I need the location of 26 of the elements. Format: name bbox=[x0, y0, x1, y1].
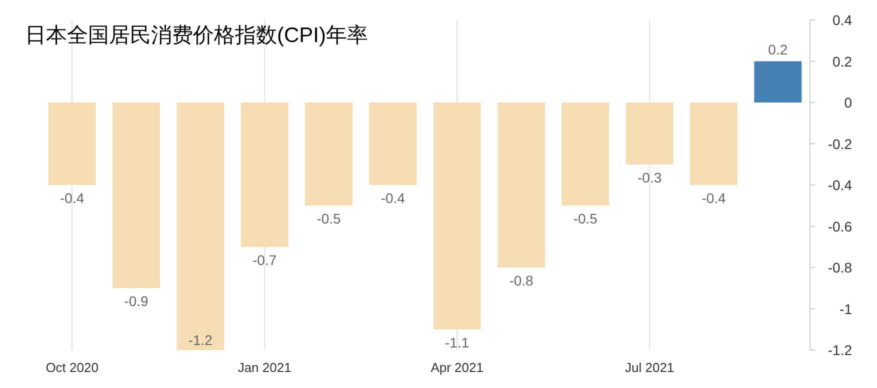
data-label: -0.9 bbox=[124, 293, 149, 310]
chart-title: 日本全国居民消费价格指数(CPI)年率 bbox=[25, 24, 368, 47]
y-tick-label: -0.2 bbox=[828, 136, 852, 152]
data-label: -0.4 bbox=[702, 190, 726, 206]
x-tick-label: Apr 2021 bbox=[430, 360, 484, 375]
data-label: -0.4 bbox=[380, 190, 406, 206]
data-label: -1.1 bbox=[445, 334, 470, 350]
y-tick-label: -0.6 bbox=[828, 218, 852, 234]
data-label: -0.5 bbox=[316, 210, 342, 227]
y-tick-label: -0.4 bbox=[828, 177, 852, 193]
data-label: -0.4 bbox=[60, 190, 84, 206]
x-tick-label: Oct 2020 bbox=[46, 360, 98, 375]
y-tick-label: 0.2 bbox=[832, 53, 852, 70]
x-tick-label: Jul 2021 bbox=[625, 360, 674, 375]
data-label: -0.8 bbox=[509, 272, 534, 288]
y-tick-label: -1 bbox=[840, 300, 852, 317]
data-label: -0.5 bbox=[573, 210, 598, 227]
data-label: -0.7 bbox=[252, 252, 277, 268]
y-tick-label: 0 bbox=[844, 94, 852, 110]
x-tick-label: Jan 2021 bbox=[238, 360, 292, 375]
y-tick-label: -0.8 bbox=[828, 260, 852, 276]
y-tick-label: -1.2 bbox=[828, 342, 852, 358]
y-tick-label: 0.4 bbox=[832, 12, 852, 28]
data-label: -1.2 bbox=[188, 332, 213, 348]
data-label: 0.2 bbox=[768, 41, 788, 58]
data-label: -0.3 bbox=[638, 169, 662, 186]
